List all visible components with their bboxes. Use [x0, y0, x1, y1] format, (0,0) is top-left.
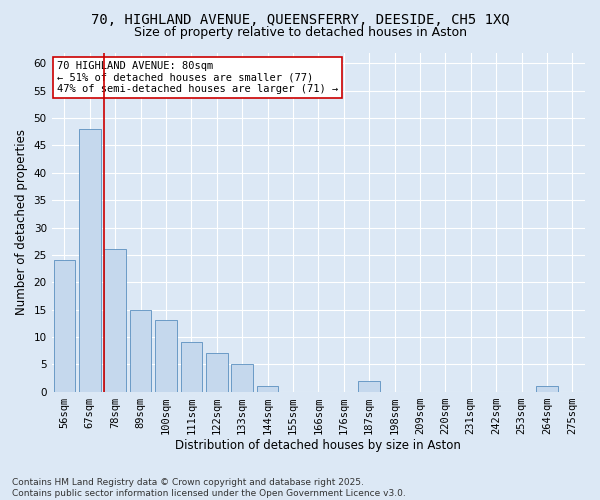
- Text: Size of property relative to detached houses in Aston: Size of property relative to detached ho…: [133, 26, 467, 39]
- Text: 70, HIGHLAND AVENUE, QUEENSFERRY, DEESIDE, CH5 1XQ: 70, HIGHLAND AVENUE, QUEENSFERRY, DEESID…: [91, 12, 509, 26]
- Bar: [130, 310, 151, 392]
- Bar: [232, 364, 253, 392]
- Bar: [536, 386, 557, 392]
- Bar: [358, 380, 380, 392]
- Bar: [79, 129, 101, 392]
- Bar: [206, 354, 227, 392]
- Bar: [104, 250, 126, 392]
- Text: Contains HM Land Registry data © Crown copyright and database right 2025.
Contai: Contains HM Land Registry data © Crown c…: [12, 478, 406, 498]
- Bar: [155, 320, 177, 392]
- Bar: [53, 260, 75, 392]
- Bar: [181, 342, 202, 392]
- Y-axis label: Number of detached properties: Number of detached properties: [15, 129, 28, 315]
- Text: 70 HIGHLAND AVENUE: 80sqm
← 51% of detached houses are smaller (77)
47% of semi-: 70 HIGHLAND AVENUE: 80sqm ← 51% of detac…: [57, 61, 338, 94]
- Bar: [257, 386, 278, 392]
- X-axis label: Distribution of detached houses by size in Aston: Distribution of detached houses by size …: [175, 440, 461, 452]
